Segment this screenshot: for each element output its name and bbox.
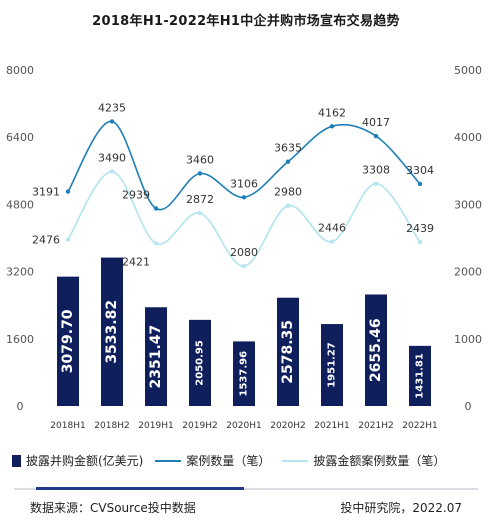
point-label-cases: 3304 <box>406 164 434 177</box>
point-label-cases: 3106 <box>230 177 258 190</box>
point-cases <box>417 181 423 187</box>
point-cases <box>197 171 203 176</box>
bar-value-label: 3079.70 <box>60 309 76 373</box>
legend-swatch-cases <box>155 459 182 462</box>
legend-swatch-bar <box>12 454 21 467</box>
point-label-disclosed-cases: 2980 <box>274 186 302 199</box>
point-label-cases: 4162 <box>318 106 346 119</box>
bar-value-label: 1431.81 <box>415 353 426 399</box>
point-disclosed-cases <box>285 203 291 208</box>
point-label-disclosed-cases: 3308 <box>362 164 390 177</box>
bar <box>145 307 167 406</box>
bar <box>321 324 343 406</box>
point-label-disclosed-cases: 2080 <box>230 246 258 259</box>
left-axis-tick: 3200 <box>6 266 34 279</box>
chart-canvas: 0 1600 3200 4800 6400 8000 0 1000 2000 3000 4000 50… <box>6 64 482 431</box>
point-cases <box>109 119 115 124</box>
category-tick: 2020H1 <box>226 421 261 431</box>
credit-note: 投中研究院，2022.07 <box>340 501 462 515</box>
left-axis-tick: 4800 <box>6 198 34 211</box>
right-axis-tick: 2000 <box>454 266 482 279</box>
bar <box>409 345 431 406</box>
point-disclosed-cases <box>153 241 159 246</box>
point-label-disclosed-cases: 2446 <box>318 222 346 235</box>
legend-item-disclosed-cases: 披露金额案例数量（笔） <box>282 452 445 469</box>
footer-divider <box>14 488 478 490</box>
left-axis-tick: 1600 <box>6 333 34 346</box>
point-label-disclosed-cases: 2476 <box>32 234 60 247</box>
point-label-disclosed-cases: 2439 <box>406 222 434 235</box>
category-tick: 2018H2 <box>94 421 129 431</box>
bar <box>57 276 79 406</box>
point-disclosed-cases <box>109 169 115 174</box>
point-label-cases: 4017 <box>362 116 390 129</box>
legend-label-bar: 披露并购金额(亿美元) <box>26 454 144 468</box>
point-cases <box>65 189 71 194</box>
bar-value-label: 2351.47 <box>148 325 164 389</box>
legend-item-bar: 披露并购金额(亿美元) <box>12 452 143 469</box>
chart-title: 2018年H1-2022年H1中企并购市场宣布交易趋势 <box>92 14 400 29</box>
bar <box>365 294 387 406</box>
legend: 披露并购金额(亿美元) 案例数量（笔） 披露金额案例数量（笔） <box>12 452 492 469</box>
point-label-disclosed-cases: 2872 <box>186 193 214 206</box>
legend-swatch-disclosed-cases <box>282 459 309 462</box>
point-disclosed-cases <box>65 237 71 242</box>
point-label-disclosed-cases: 2421 <box>122 255 150 268</box>
line-cases <box>67 120 421 211</box>
left-axis-tick: 0 <box>17 400 24 413</box>
bar <box>233 341 255 406</box>
point-disclosed-cases <box>417 239 423 245</box>
point-cases <box>373 133 379 139</box>
bar-value-label: 2655.46 <box>368 318 384 382</box>
left-axis-tick: 8000 <box>6 64 34 77</box>
point-disclosed-cases <box>197 210 203 216</box>
point-label-cases: 2939 <box>122 188 150 201</box>
category-tick: 2019H2 <box>182 421 217 431</box>
point-label-cases: 3635 <box>274 142 302 155</box>
point-cases <box>153 206 159 211</box>
point-cases <box>241 195 247 200</box>
category-tick: 2021H1 <box>314 421 349 431</box>
category-tick: 2018H1 <box>50 421 85 431</box>
bar <box>189 319 211 406</box>
right-axis-tick: 1000 <box>454 333 482 346</box>
bar-value-label: 2578.35 <box>280 320 296 384</box>
point-label-cases: 3460 <box>186 153 214 166</box>
bar-value-label: 1951.27 <box>327 342 338 388</box>
category-tick: 2021H2 <box>358 421 393 431</box>
bar <box>277 297 299 406</box>
category-tick: 2020H2 <box>270 421 305 431</box>
bar-value-label: 2050.95 <box>195 340 206 386</box>
category-tick: 2022H1 <box>402 421 437 431</box>
point-cases <box>285 159 291 164</box>
point-disclosed-cases <box>329 239 335 244</box>
right-axis-tick: 0 <box>465 400 472 413</box>
legend-item-cases: 案例数量（笔） <box>155 452 270 469</box>
right-axis-tick: 4000 <box>454 131 482 144</box>
point-disclosed-cases <box>241 264 247 269</box>
bar-value-label: 3533.82 <box>104 300 120 364</box>
right-axis-tick: 5000 <box>454 64 482 77</box>
point-cases <box>329 124 335 129</box>
legend-label-cases: 案例数量（笔） <box>186 454 271 468</box>
footer-divider-accent <box>36 487 244 490</box>
point-label-cases: 4235 <box>98 101 126 114</box>
category-tick: 2019H1 <box>138 421 173 431</box>
point-label-disclosed-cases: 3490 <box>98 151 126 164</box>
left-axis-tick: 6400 <box>6 131 34 144</box>
point-label-cases: 3191 <box>32 186 60 199</box>
source-note: 数据来源：CVSource投中数据 <box>30 501 196 515</box>
right-axis-tick: 3000 <box>454 198 482 211</box>
legend-label-disclosed-cases: 披露金额案例数量（笔） <box>313 454 446 468</box>
bar <box>101 257 123 406</box>
bar-value-label: 1537.96 <box>239 351 250 397</box>
point-disclosed-cases <box>373 181 379 186</box>
